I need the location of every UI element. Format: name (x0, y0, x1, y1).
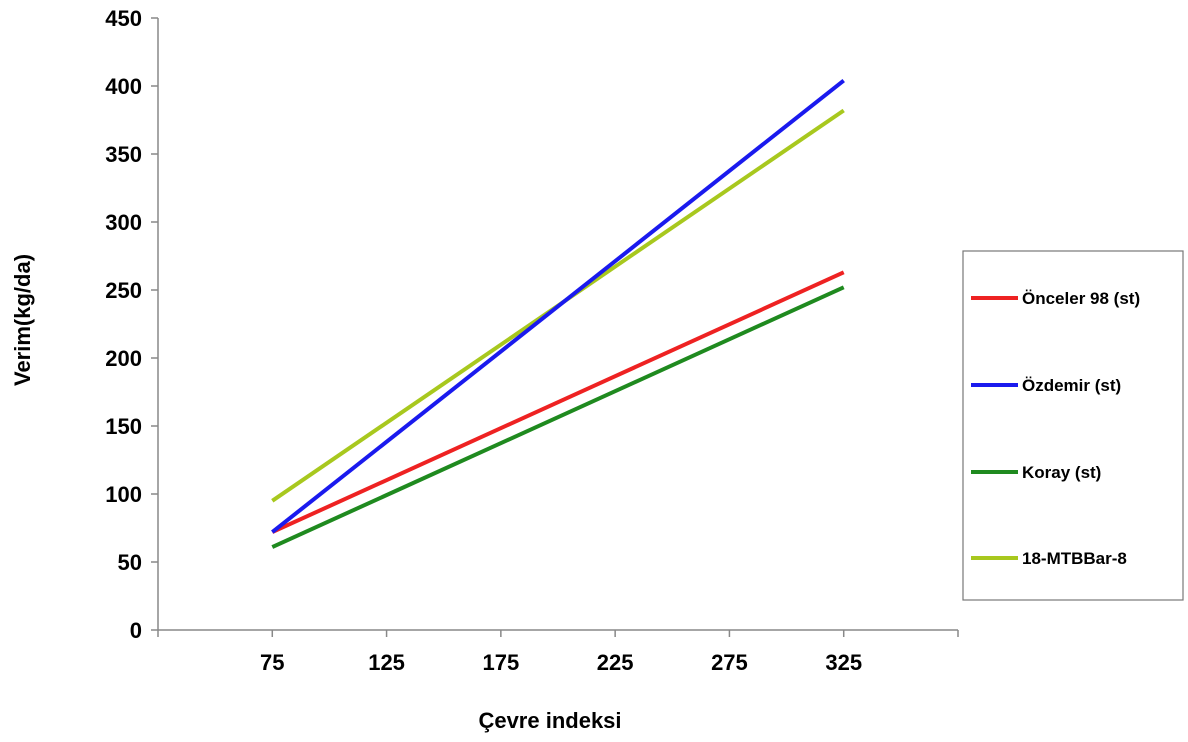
legend-box (962, 250, 1184, 601)
y-tick-label: 350 (105, 142, 142, 167)
series-lines (271, 78, 845, 549)
legend-label: Önceler 98 (st) (1022, 289, 1140, 308)
y-axis-title: Verim(kg/da) (10, 254, 35, 386)
y-tick-label: 200 (105, 346, 142, 371)
x-tick-label: 125 (368, 650, 405, 675)
y-tick-label: 50 (118, 550, 142, 575)
legend: Önceler 98 (st) Özdemir (st) Koray (st) 18-… (962, 250, 1184, 601)
legend-label: 18-MTBBar-8 (1022, 549, 1127, 568)
y-tick-label: 0 (130, 618, 142, 643)
legend-label: Özdemir (st) (1022, 376, 1121, 395)
x-tick-label: 225 (597, 650, 634, 675)
series-line-3 (271, 285, 845, 549)
y-tick-label: 450 (105, 6, 142, 31)
y-tick-label: 250 (105, 278, 142, 303)
x-axis-ticks: 75 125 175 225 275 325 (157, 630, 959, 675)
series-line-1 (271, 270, 845, 534)
x-tick-label: 75 (260, 650, 284, 675)
y-tick-label: 100 (105, 482, 142, 507)
legend-items: Önceler 98 (st) Özdemir (st) Koray (st) 18-… (971, 289, 1140, 568)
x-tick-label: 325 (825, 650, 862, 675)
legend-label: Koray (st) (1022, 463, 1101, 482)
plot-area: 0 50 100 150 200 250 300 350 400 450 75 125 175 225 2… (105, 6, 959, 675)
y-tick-label: 150 (105, 414, 142, 439)
y-tick-label: 300 (105, 210, 142, 235)
x-axis-title: Çevre indeksi (478, 708, 621, 733)
series-line-2 (271, 78, 845, 534)
x-tick-label: 175 (482, 650, 519, 675)
x-tick-label: 275 (711, 650, 748, 675)
y-axis-ticks: 0 50 100 150 200 250 300 350 400 450 (105, 6, 158, 643)
y-tick-label: 400 (105, 74, 142, 99)
